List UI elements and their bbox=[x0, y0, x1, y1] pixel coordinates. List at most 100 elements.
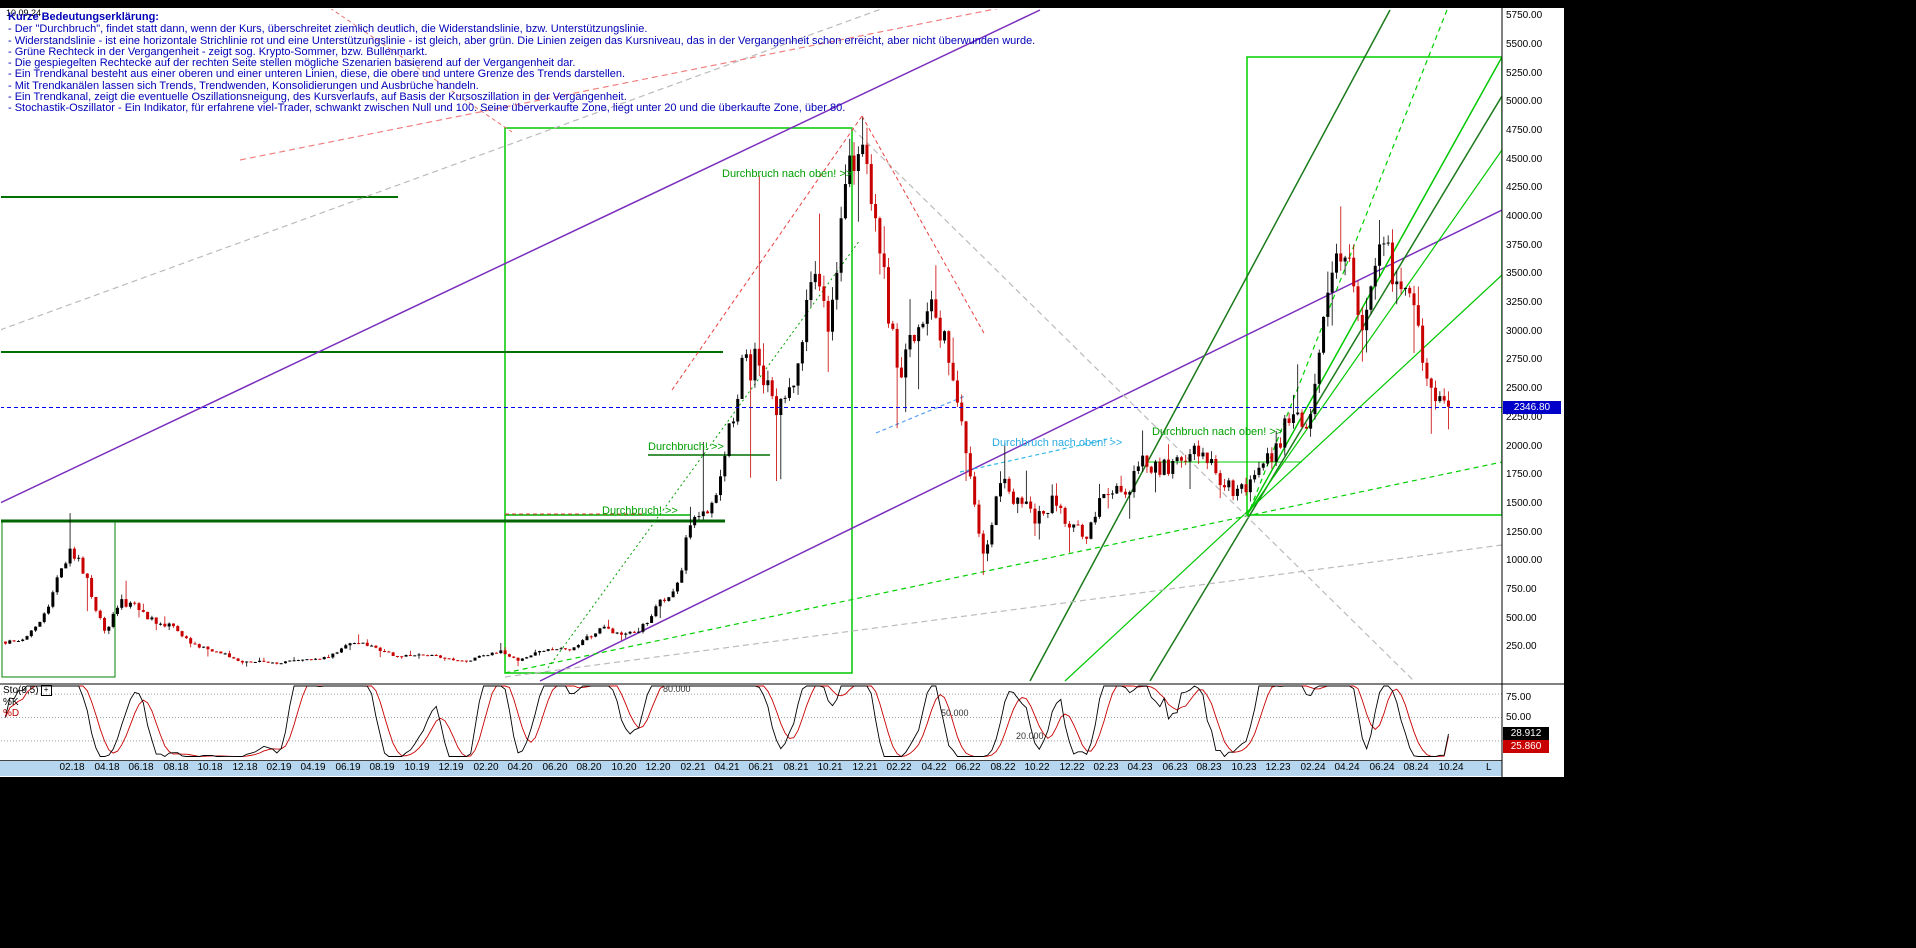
candle-body bbox=[12, 640, 16, 642]
candle-body bbox=[163, 623, 167, 627]
candle-body bbox=[51, 592, 55, 607]
candle-body bbox=[1330, 272, 1334, 293]
candle-body bbox=[223, 653, 227, 655]
candle-body bbox=[111, 613, 115, 627]
candle-body bbox=[434, 655, 438, 657]
candle-body bbox=[1412, 293, 1416, 306]
sto-expand-icon[interactable]: + bbox=[40, 685, 52, 696]
candle-body bbox=[1408, 287, 1412, 294]
time-tick: 02.18 bbox=[59, 762, 85, 773]
candle-body bbox=[42, 613, 46, 622]
candle-body bbox=[335, 652, 339, 654]
candle-body bbox=[654, 606, 658, 617]
candle-body bbox=[1145, 455, 1149, 467]
candle-body bbox=[159, 623, 163, 625]
candle-body bbox=[1287, 418, 1291, 423]
candle-body bbox=[1274, 443, 1278, 462]
candle-body bbox=[1171, 460, 1175, 474]
candle-body bbox=[68, 548, 72, 564]
trend-line bbox=[1064, 274, 1502, 682]
candle-body bbox=[322, 657, 326, 660]
time-tick: 12.19 bbox=[438, 762, 464, 773]
sto-k-badge: 28.912 bbox=[1503, 727, 1549, 740]
candle-body bbox=[21, 639, 25, 642]
candle-body bbox=[395, 655, 399, 657]
candle-body bbox=[697, 516, 701, 518]
time-tick: 12.22 bbox=[1059, 762, 1085, 773]
price-tick: 1500.00 bbox=[1506, 498, 1543, 509]
scenario-box bbox=[1246, 56, 1502, 516]
time-tick: 04.24 bbox=[1334, 762, 1360, 773]
candle-body bbox=[1382, 243, 1386, 245]
candle-body bbox=[856, 154, 860, 172]
time-tick: 10.23 bbox=[1231, 762, 1257, 773]
chart-annotation: Durchbruch nach oben! >> bbox=[722, 168, 853, 180]
candle-body bbox=[426, 655, 430, 657]
candle-body bbox=[1356, 286, 1360, 315]
plot-area bbox=[1, 9, 1502, 682]
candle-body bbox=[206, 646, 210, 650]
candle-body bbox=[921, 323, 925, 328]
time-tick: 04.22 bbox=[921, 762, 947, 773]
candle-body bbox=[783, 397, 787, 399]
candle-body bbox=[792, 385, 796, 388]
trend-line bbox=[239, 9, 999, 161]
candle-body bbox=[1033, 508, 1037, 524]
candle-body bbox=[1253, 474, 1257, 480]
time-tick: 04.18 bbox=[94, 762, 120, 773]
candle-body bbox=[1188, 454, 1192, 462]
time-tick: 08.20 bbox=[576, 762, 602, 773]
price-tick: 2000.00 bbox=[1506, 441, 1543, 452]
candle-body bbox=[796, 363, 800, 386]
candle-body bbox=[740, 357, 744, 399]
candle-body bbox=[602, 626, 606, 629]
candle-body bbox=[1442, 396, 1446, 401]
candle-body bbox=[701, 511, 705, 517]
candle-body bbox=[469, 660, 473, 662]
candle-body bbox=[1296, 412, 1300, 415]
candle-body bbox=[1395, 281, 1399, 285]
candle-body bbox=[1270, 453, 1274, 462]
candle-body bbox=[955, 380, 959, 403]
time-tick: 06.23 bbox=[1162, 762, 1188, 773]
candle-body bbox=[1235, 488, 1239, 496]
scenario-box bbox=[504, 127, 853, 674]
candle-body bbox=[1029, 501, 1033, 509]
candle-body bbox=[16, 641, 20, 643]
trend-line bbox=[1246, 149, 1502, 516]
candle-body bbox=[495, 652, 499, 654]
candle-body bbox=[339, 648, 343, 653]
candle-body bbox=[64, 563, 68, 569]
candle-body bbox=[365, 642, 369, 646]
candle-body bbox=[1136, 466, 1140, 472]
time-tick: 10.18 bbox=[197, 762, 223, 773]
price-tick: 2500.00 bbox=[1506, 383, 1543, 394]
candle-body bbox=[460, 660, 464, 662]
candle-body bbox=[25, 636, 29, 640]
candle-body bbox=[227, 653, 231, 658]
candle-body bbox=[258, 660, 262, 662]
candle-body bbox=[189, 638, 193, 644]
time-tick: 02.22 bbox=[886, 762, 912, 773]
candle-body bbox=[34, 626, 38, 631]
candle-body bbox=[869, 163, 873, 205]
candle-body bbox=[378, 647, 382, 651]
candle-body bbox=[447, 658, 451, 660]
candle-body bbox=[72, 548, 76, 559]
candle-body bbox=[1050, 495, 1054, 513]
candle-body bbox=[589, 636, 593, 638]
candle-body bbox=[357, 643, 361, 645]
candle-body bbox=[615, 632, 619, 634]
candle-body bbox=[964, 421, 968, 454]
candle-body bbox=[637, 631, 641, 633]
candle-body bbox=[38, 621, 42, 627]
candle-body bbox=[262, 660, 266, 662]
candle-body bbox=[184, 636, 188, 639]
time-tick: 08.19 bbox=[369, 762, 395, 773]
candle-body bbox=[29, 630, 33, 637]
candle-body bbox=[1080, 524, 1084, 537]
candle-body bbox=[1403, 287, 1407, 290]
candle-body bbox=[1184, 460, 1188, 462]
